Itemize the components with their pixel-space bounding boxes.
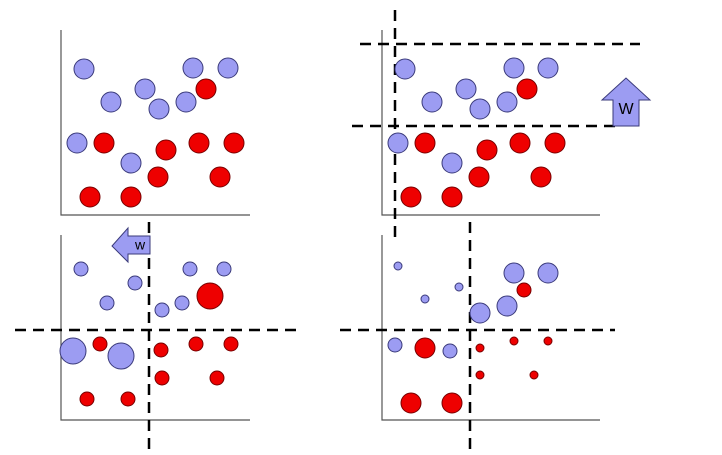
red-point: [120, 391, 136, 407]
blue-point: [420, 294, 430, 304]
blue-point: [469, 98, 491, 120]
blue-point: [73, 58, 95, 80]
red-point: [209, 166, 231, 188]
axis: [381, 235, 600, 421]
blue-point: [537, 262, 559, 284]
arrow-label: w: [134, 237, 146, 253]
red-point: [209, 370, 225, 386]
arrow: [111, 226, 151, 264]
arrow-up: W: [600, 77, 652, 127]
arrow-label: W: [618, 101, 634, 118]
blue-point: [503, 262, 525, 284]
red-point: [147, 166, 169, 188]
blue-point: [182, 57, 204, 79]
blue-point: [134, 78, 156, 100]
red-point: [400, 186, 422, 208]
blue-point: [59, 337, 87, 365]
red-point: [155, 139, 177, 161]
red-point: [93, 132, 115, 154]
red-point: [79, 186, 101, 208]
red-point: [509, 132, 531, 154]
red-point: [475, 370, 485, 380]
blue-point: [421, 91, 443, 113]
red-point: [516, 282, 532, 298]
blue-point: [182, 261, 198, 277]
arrow-left: w: [111, 226, 151, 264]
blue-point: [148, 98, 170, 120]
red-point: [468, 166, 490, 188]
blue-point: [387, 132, 409, 154]
red-point: [188, 336, 204, 352]
blue-point: [100, 91, 122, 113]
blue-point: [496, 91, 518, 113]
blue-point: [154, 302, 170, 318]
blue-point: [175, 91, 197, 113]
red-point: [196, 282, 224, 310]
red-point: [529, 370, 539, 380]
blue-point: [469, 302, 491, 324]
blue-point: [99, 295, 115, 311]
arrow: [600, 77, 652, 127]
blue-point: [393, 261, 403, 271]
red-point: [543, 336, 553, 346]
red-point: [195, 78, 217, 100]
splits: [15, 10, 640, 450]
red-point: [414, 132, 436, 154]
red-point: [188, 132, 210, 154]
blue-point: [537, 57, 559, 79]
blue-point: [442, 343, 458, 359]
red-point: [530, 166, 552, 188]
red-point: [414, 337, 436, 359]
blue-point: [127, 275, 143, 291]
blue-point: [107, 342, 135, 370]
red-point: [441, 392, 463, 414]
red-point: [153, 342, 169, 358]
red-point: [516, 78, 538, 100]
blue-point: [454, 282, 464, 292]
red-point: [154, 370, 170, 386]
blue-point: [455, 78, 477, 100]
blue-point: [174, 295, 190, 311]
axis: [381, 30, 600, 216]
blue-point: [441, 152, 463, 174]
red-point: [223, 336, 239, 352]
red-point: [79, 391, 95, 407]
blue-point: [503, 57, 525, 79]
red-point: [120, 186, 142, 208]
blue-point: [73, 261, 89, 277]
blue-point: [66, 132, 88, 154]
red-point: [544, 132, 566, 154]
blue-point: [216, 261, 232, 277]
axes: [60, 30, 600, 421]
blue-point: [387, 337, 403, 353]
axis: [60, 235, 250, 421]
blue-point: [496, 295, 518, 317]
red-point: [92, 336, 108, 352]
red-point: [509, 336, 519, 346]
red-point: [400, 392, 422, 414]
red-point: [475, 343, 485, 353]
red-point: [441, 186, 463, 208]
blue-point: [217, 57, 239, 79]
blue-point: [394, 58, 416, 80]
red-point: [476, 139, 498, 161]
axis: [60, 30, 250, 216]
blue-point: [120, 152, 142, 174]
red-point: [223, 132, 245, 154]
